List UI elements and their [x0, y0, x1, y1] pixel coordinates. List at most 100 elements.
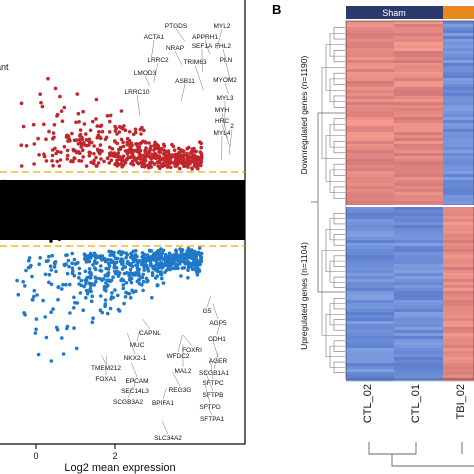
heatmap-cell: [394, 309, 443, 313]
point-up: [135, 142, 139, 146]
point-down: [82, 284, 86, 289]
heatmap-cell: [443, 117, 474, 121]
heatmap-cell: [443, 246, 474, 250]
gene-label-leader: [101, 355, 107, 365]
gene-label-down: BPIFA1: [152, 400, 174, 407]
point-up: [108, 151, 112, 156]
heatmap-cell: [394, 300, 443, 304]
point-down: [142, 268, 146, 272]
heatmap-cell: [443, 333, 474, 337]
heatmap-panel: B Sham Downregulated genes (n=1190) Upre…: [272, 2, 474, 467]
heatmap-cell: [443, 27, 474, 31]
point-down: [186, 265, 191, 270]
point-down: [65, 271, 70, 276]
point-down: [88, 270, 92, 275]
point-down: [43, 272, 48, 277]
point-down: [146, 269, 151, 273]
heatmap-cell: [443, 75, 474, 79]
point-up: [138, 141, 143, 146]
point-down: [77, 276, 81, 280]
point-up: [77, 120, 81, 124]
gene-label-up: LRRC10: [125, 89, 150, 96]
point-down: [92, 259, 97, 264]
heatmap-cell: [394, 297, 443, 301]
point-down: [68, 282, 72, 287]
point-down: [90, 294, 94, 299]
heatmap-cell: [394, 306, 443, 310]
point-down: [100, 254, 105, 258]
heatmap-cell: [443, 324, 474, 328]
heatmap-cell: [346, 234, 394, 238]
heatmap-cell: [394, 288, 443, 292]
heatmap-cell: [346, 237, 394, 241]
point-down: [168, 259, 172, 264]
heatmap-cell: [443, 165, 474, 169]
gene-label-down: EPCAM: [125, 378, 148, 385]
heatmap-cell: [346, 261, 394, 265]
point-up: [19, 101, 24, 106]
heatmap-cell: [443, 78, 474, 82]
point-up: [81, 155, 85, 159]
point-down: [151, 266, 155, 271]
gene-label-down: FOXA1: [95, 376, 117, 383]
heatmap-cell: [346, 225, 394, 229]
gene-label-leader: [206, 295, 211, 308]
point-up: [94, 97, 99, 102]
point-down: [87, 289, 92, 293]
row-dendrogram-branch: [329, 33, 345, 57]
heatmap-cell: [346, 369, 394, 373]
point-up: [182, 153, 186, 157]
point-down: [121, 283, 126, 287]
point-down: [128, 267, 133, 272]
heatmap-cell: [394, 69, 443, 73]
point-down: [140, 251, 145, 255]
heatmap-cell: [346, 171, 394, 175]
heatmap-cell: [394, 201, 443, 205]
heatmap-cell: [346, 264, 394, 268]
heatmap-cell: [346, 279, 394, 283]
heatmap-cell: [394, 231, 443, 235]
heatmap-cell: [394, 78, 443, 82]
heatmap-cell: [346, 159, 394, 163]
heatmap-cell: [443, 72, 474, 76]
heatmap-cell: [443, 96, 474, 100]
row-dendrogram-branch: [333, 141, 345, 154]
heatmap-cell: [346, 114, 394, 118]
row-dendrogram: [321, 27, 345, 373]
heatmap-cell: [443, 126, 474, 130]
point-up: [157, 150, 161, 154]
point-down: [27, 256, 32, 260]
point-up: [172, 161, 176, 166]
heatmap-cell: [346, 87, 394, 91]
heatmap-cell: [443, 228, 474, 232]
point-up: [50, 159, 54, 163]
point-up: [192, 153, 197, 157]
point-up: [51, 163, 55, 168]
point-down: [183, 260, 187, 265]
heatmap-cell: [346, 216, 394, 220]
point-down: [186, 268, 190, 273]
point-down: [108, 253, 112, 258]
point-up: [125, 140, 129, 145]
heatmap-cell: [346, 24, 394, 28]
heatmap-cell: [394, 273, 443, 277]
point-up: [53, 86, 58, 91]
point-down: [81, 308, 85, 313]
gene-label-down: SCGB3A2: [113, 399, 143, 406]
heatmap-cell: [346, 156, 394, 160]
heatmap-cell: [346, 324, 394, 328]
heatmap-cell: [394, 252, 443, 256]
row-dendrogram-branch: [329, 260, 345, 283]
point-down: [84, 296, 88, 300]
heatmap-cell: [443, 192, 474, 196]
heatmap-cell: [394, 225, 443, 229]
point-up: [108, 145, 112, 150]
point-down: [61, 282, 65, 287]
heatmap-cell: [346, 81, 394, 85]
heatmap-cell: [394, 132, 443, 136]
point-up: [147, 154, 152, 159]
point-up: [24, 144, 29, 148]
heatmap-cell: [346, 36, 394, 40]
point-down: [72, 295, 76, 300]
heatmap-cell: [394, 180, 443, 184]
